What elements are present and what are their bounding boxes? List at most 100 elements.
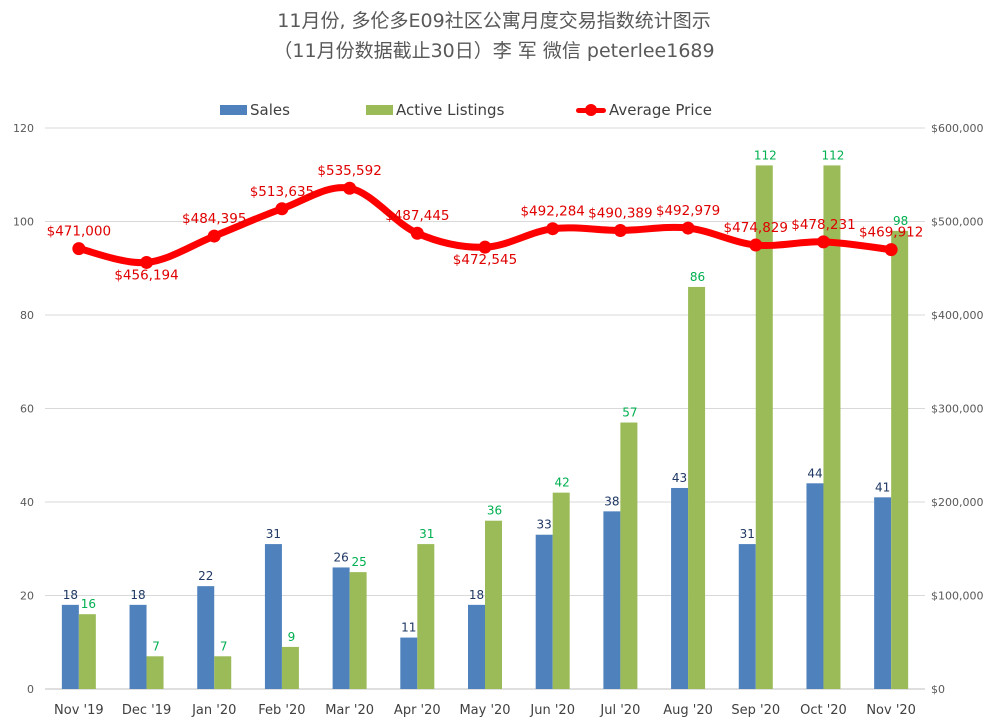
x-tick-label: Oct '20 <box>800 703 847 718</box>
listings-data-label: 57 <box>622 406 637 420</box>
average-price-marker <box>681 221 695 235</box>
average-price-marker <box>72 242 86 256</box>
sales-data-label: 18 <box>63 588 78 602</box>
average-price-marker <box>546 222 560 236</box>
average-price-data-label: $456,194 <box>114 267 178 283</box>
y-tick-left: 20 <box>20 590 34 603</box>
legend-label-listings: Active Listings <box>396 101 505 119</box>
y-tick-right: $600,000 <box>931 122 984 135</box>
sales-bar <box>332 567 350 689</box>
legend-swatch-price <box>576 104 606 116</box>
y-tick-right: $400,000 <box>931 309 984 322</box>
average-price-marker <box>275 202 289 216</box>
sales-bar <box>468 604 485 689</box>
listings-data-label: 7 <box>220 639 228 653</box>
listings-bar <box>891 230 909 689</box>
sales-bar <box>874 497 892 689</box>
y-tick-left: 40 <box>20 496 34 509</box>
chart-title: 11月份, 多伦多E09社区公寓月度交易指数统计图示 （11月份数据截止30日）… <box>0 6 988 66</box>
average-price-data-label: $478,231 <box>791 217 855 233</box>
legend-label-sales: Sales <box>250 101 290 119</box>
y-tick-left: 80 <box>20 309 34 322</box>
legend-item-listings: Active Listings <box>366 98 504 122</box>
x-tick-label: Jul '20 <box>599 703 640 718</box>
x-tick-label: Jan '20 <box>191 703 236 718</box>
average-price-marker <box>140 255 154 269</box>
sales-bar <box>603 511 621 689</box>
y-tick-right: $500,000 <box>931 216 984 229</box>
sales-data-label: 18 <box>130 588 145 602</box>
listings-data-label: 112 <box>822 148 845 162</box>
x-tick-label: Dec '19 <box>122 703 171 718</box>
sales-data-label: 31 <box>740 527 755 541</box>
y-tick-right: $200,000 <box>931 496 984 509</box>
chart-legend: Sales Active Listings Average Price <box>0 98 988 122</box>
average-price-marker <box>613 223 627 237</box>
listings-bar <box>552 492 570 689</box>
x-tick-label: Nov '19 <box>54 703 104 718</box>
sales-bar <box>806 483 824 689</box>
listings-data-label: 16 <box>81 597 96 611</box>
y-tick-left: 0 <box>27 683 34 696</box>
x-tick-label: Apr '20 <box>394 703 441 718</box>
y-tick-right: $300,000 <box>931 403 984 416</box>
average-price-marker <box>884 243 898 257</box>
listings-bar <box>146 656 164 689</box>
listings-data-label: 98 <box>893 214 908 228</box>
listings-bar <box>688 286 706 689</box>
average-price-marker <box>343 181 357 195</box>
average-price-data-label: $492,284 <box>520 204 584 220</box>
average-price-data-label: $472,545 <box>453 252 517 268</box>
y-tick-right: $0 <box>931 683 945 696</box>
sales-data-label: 38 <box>604 494 619 508</box>
x-tick-label: Mar '20 <box>325 703 374 718</box>
average-price-data-label: $492,979 <box>656 203 720 219</box>
sales-bar <box>535 534 553 689</box>
average-price-data-label: $513,635 <box>250 184 314 200</box>
average-price-marker <box>816 235 830 249</box>
chart-title-line-2: （11月份数据截止30日）李 军 微信 peterlee1689 <box>273 40 715 62</box>
y-tick-left: 120 <box>13 122 34 135</box>
legend-swatch-listings <box>366 105 393 115</box>
average-price-data-label: $471,000 <box>47 224 111 240</box>
label-layer: 18 18 22 31 26 11 18 33 38 43 31 44 41 16 7 7 9 25 31 36 42 5… <box>47 148 924 653</box>
x-tick-label: Aug '20 <box>663 703 713 718</box>
bar-layer <box>61 165 909 689</box>
listings-bar <box>214 656 232 689</box>
x-tick-label: Feb '20 <box>258 703 305 718</box>
sales-bar <box>61 604 79 689</box>
listings-data-label: 86 <box>690 270 705 284</box>
x-tick-label: Nov '20 <box>866 703 916 718</box>
listings-data-label: 25 <box>351 555 366 569</box>
listings-data-label: 112 <box>754 148 777 162</box>
listings-data-label: 31 <box>419 527 434 541</box>
average-price-data-label: $484,395 <box>182 211 246 227</box>
sales-bar <box>738 544 756 689</box>
y-tick-left: 100 <box>13 216 34 229</box>
legend-label-price: Average Price <box>609 101 712 119</box>
listings-data-label: 7 <box>152 639 160 653</box>
listings-data-label: 42 <box>555 476 570 490</box>
average-price-marker <box>410 226 424 240</box>
legend-swatch-sales <box>220 105 247 115</box>
x-tick-label: Jun '20 <box>529 703 575 718</box>
sales-data-label: 11 <box>401 621 416 635</box>
listings-bar <box>485 520 502 689</box>
listings-bar <box>823 165 841 689</box>
chart-title-line-1: 11月份, 多伦多E09社区公寓月度交易指数统计图示 <box>277 10 711 32</box>
average-price-marker <box>749 238 763 252</box>
average-price-marker <box>478 240 492 254</box>
x-tick-label: May '20 <box>459 703 510 718</box>
axis-layer: 0 $0 20 $100,000 40 $200,000 60 $300,000 80 $400,… <box>13 122 984 718</box>
listings-bar <box>349 572 367 689</box>
sales-bar <box>197 586 215 689</box>
listings-bar <box>755 165 773 689</box>
sales-data-label: 18 <box>469 588 484 602</box>
sales-bar <box>400 637 418 689</box>
listings-data-label: 36 <box>487 504 502 518</box>
listings-bar <box>78 614 96 689</box>
sales-bar <box>129 604 147 689</box>
average-price-data-label: $487,445 <box>385 208 449 224</box>
